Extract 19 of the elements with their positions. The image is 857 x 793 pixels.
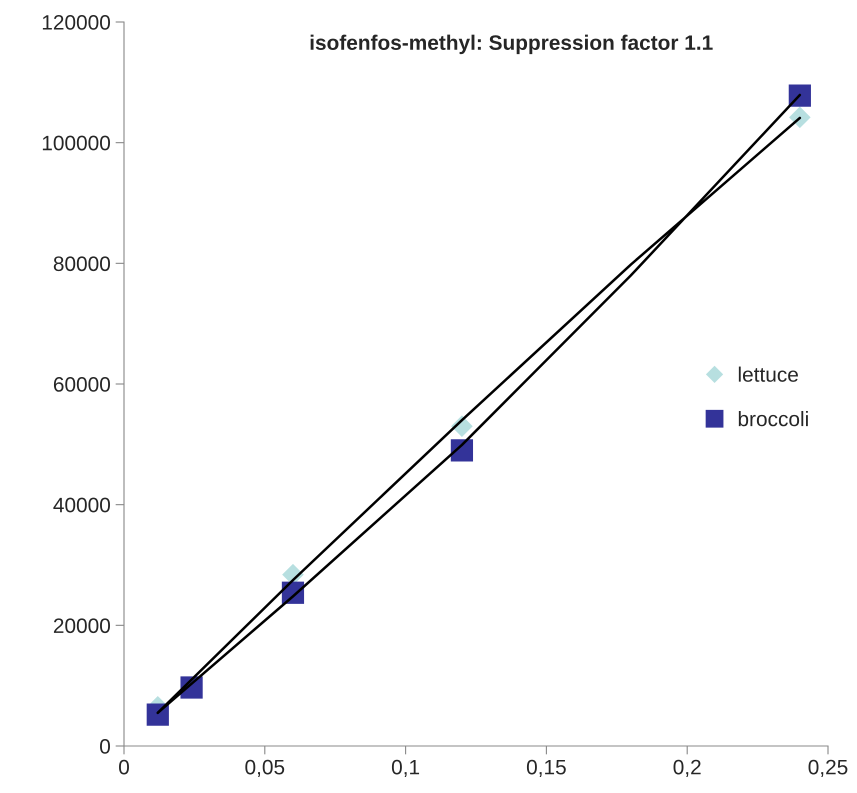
x-tick-label: 0,1 bbox=[392, 760, 420, 777]
y-tick-label: 0 bbox=[100, 739, 110, 754]
y-tick-label: 80000 bbox=[54, 256, 110, 272]
x-tick-label: 0,05 bbox=[245, 760, 284, 777]
y-tick-label: 20000 bbox=[54, 618, 110, 634]
x-tick-label: 0,2 bbox=[674, 760, 701, 777]
point bbox=[788, 84, 811, 107]
text: isofenfos-methyl: Suppression factor 1.1 bbox=[310, 34, 713, 54]
point bbox=[146, 704, 169, 726]
x-tick-label: 0 bbox=[119, 760, 129, 774]
legend-label: lettuce bbox=[738, 366, 798, 382]
point bbox=[789, 106, 811, 128]
y-tick-label: 40000 bbox=[53, 498, 110, 512]
y-tick-label: 100000 bbox=[42, 136, 110, 150]
y-tick-label: 120000 bbox=[42, 15, 110, 30]
x-tick-label: 0,15 bbox=[526, 760, 566, 777]
y-tick-label: 60000 bbox=[54, 377, 110, 392]
x-tick-label: 0,25 bbox=[808, 760, 848, 777]
legend-label: broccoli bbox=[738, 410, 808, 426]
